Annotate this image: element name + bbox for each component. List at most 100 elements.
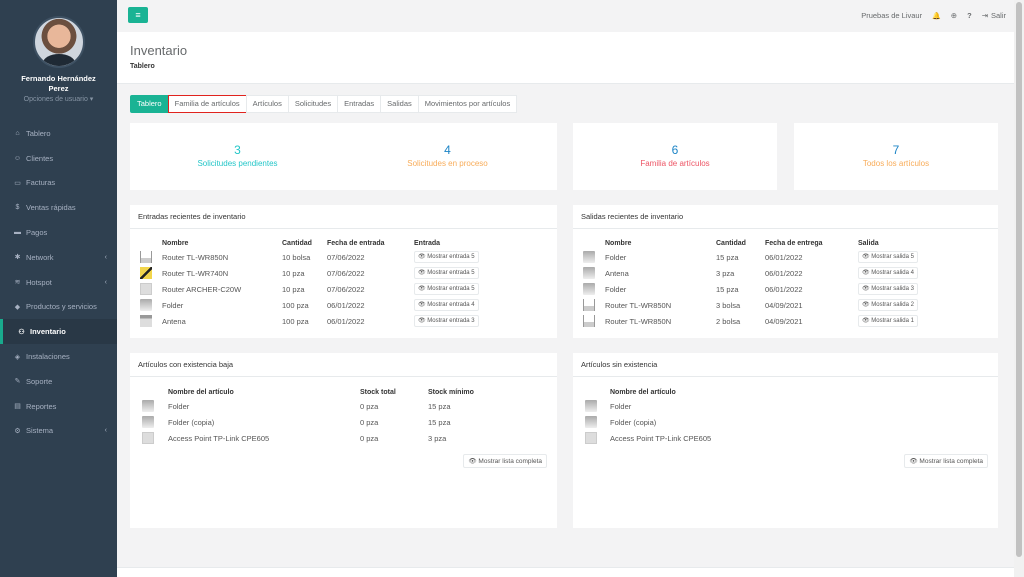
nav-icon: ▤ bbox=[14, 403, 21, 411]
recent-entries-panel: Entradas recientes de inventario Nombre … bbox=[130, 205, 557, 338]
sidebar-item-instalaciones[interactable]: ◈ Instalaciones bbox=[0, 344, 117, 369]
sidebar-item-soporte[interactable]: ✎ Soporte bbox=[0, 369, 117, 394]
show-detail-button[interactable]: 👁 Mostrar entrada 5 bbox=[414, 283, 479, 295]
chevron-left-icon: ‹ bbox=[104, 253, 107, 261]
settings-icon[interactable]: ⊕ bbox=[950, 11, 958, 20]
tab-art-culos[interactable]: Artículos bbox=[245, 95, 289, 113]
cell-min: 3 pza bbox=[428, 433, 447, 443]
show-detail-button[interactable]: 👁 Mostrar salida 3 bbox=[858, 283, 918, 295]
sidebar-item-network[interactable]: ✱ Network ‹ bbox=[0, 245, 117, 270]
show-detail-button[interactable]: 👁 Mostrar entrada 5 bbox=[414, 251, 479, 263]
sidebar-item-label: Instalaciones bbox=[26, 352, 70, 362]
stat-value: 4 bbox=[444, 143, 451, 157]
cell-qty: 100 pza bbox=[282, 300, 309, 310]
sidebar-item-pagos[interactable]: ▬ Pagos bbox=[0, 220, 117, 245]
stat-families[interactable]: 6 Familia de artículos bbox=[573, 143, 777, 168]
sidebar-item-clientes[interactable]: ☺ Clientes bbox=[0, 146, 117, 171]
tab-salidas[interactable]: Salidas bbox=[380, 95, 419, 113]
show-detail-button[interactable]: 👁 Mostrar entrada 3 bbox=[414, 315, 479, 327]
user-options-menu[interactable]: Opciones de usuario ▾ bbox=[23, 96, 94, 103]
show-detail-button[interactable]: 👁 Mostrar salida 4 bbox=[858, 267, 918, 279]
cell-qty: 2 bolsa bbox=[716, 316, 741, 326]
show-detail-button[interactable]: 👁 Mostrar salida 1 bbox=[858, 315, 918, 327]
nav-icon: ⚇ bbox=[18, 328, 25, 336]
sidebar-item-productos-y-servicios[interactable]: ◆ Productos y servicios bbox=[0, 295, 117, 320]
account-name[interactable]: Pruebas de Livaur bbox=[861, 11, 923, 20]
col-header: Nombre del artículo bbox=[168, 388, 234, 396]
stat-in-process[interactable]: 4 Solicitudes en proceso bbox=[400, 143, 495, 168]
sidebar-item-hotspot[interactable]: ≋ Hotspot ‹ bbox=[0, 270, 117, 295]
product-thumbnail bbox=[583, 315, 595, 327]
sidebar-item-label: Hotspot bbox=[26, 277, 52, 287]
tab-familia-de-art-culos[interactable]: Familia de artículos bbox=[167, 95, 247, 113]
stat-label: Solicitudes en proceso bbox=[407, 159, 488, 168]
table-row: Router TL-WR740N 10 pza 07/06/2022 👁 Mostra… bbox=[140, 265, 494, 281]
sidebar-item-tablero[interactable]: ⌂ Tablero bbox=[0, 121, 117, 146]
show-detail-button[interactable]: 👁 Mostrar salida 5 bbox=[858, 251, 918, 263]
sidebar-item-inventario[interactable]: ⚇ Inventario bbox=[0, 319, 117, 345]
show-detail-button[interactable]: 👁 Mostrar entrada 4 bbox=[414, 299, 479, 311]
help-icon[interactable]: ? bbox=[967, 11, 972, 20]
cell-min: 15 pza bbox=[428, 417, 451, 427]
stat-label: Familia de artículos bbox=[640, 159, 710, 168]
show-full-list-button[interactable]: 👁 Mostrar lista completa bbox=[463, 454, 547, 468]
col-header: Nombre del artículo bbox=[610, 388, 676, 396]
tab-bar: Tablero Familia de artículos Artículos Soli… bbox=[130, 95, 518, 113]
product-thumbnail bbox=[140, 267, 152, 279]
low-stock-table: Nombre del artículo Stock total Stock mí… bbox=[142, 386, 508, 446]
cell-qty: 3 bolsa bbox=[716, 300, 741, 310]
table-row: Folder (copia) 0 pza 15 pza bbox=[142, 414, 508, 430]
col-header: Fecha de entrega bbox=[765, 239, 823, 247]
nav-icon: ◈ bbox=[14, 353, 21, 361]
col-header: Nombre bbox=[162, 239, 189, 247]
cell-name: Antena bbox=[605, 268, 629, 278]
sidebar-item-reportes[interactable]: ▤ Reportes bbox=[0, 394, 117, 419]
sidebar-nav: ⌂ Tablero ☺ Clientes ▭ Facturas $ Ventas… bbox=[0, 121, 117, 443]
nav-icon: ✱ bbox=[14, 254, 21, 262]
tab-tablero[interactable]: Tablero bbox=[130, 95, 169, 113]
tab-movimientos-por-art-culos[interactable]: Movimientos por artículos bbox=[417, 95, 518, 113]
show-full-list-button[interactable]: 👁 Mostrar lista completa bbox=[904, 454, 988, 468]
cell-name: Router TL-WR850N bbox=[162, 252, 229, 262]
cell-qty: 3 pza bbox=[716, 268, 735, 278]
stat-pending[interactable]: 3 Solicitudes pendientes bbox=[190, 143, 285, 168]
product-thumbnail bbox=[140, 283, 152, 295]
stat-value: 7 bbox=[892, 143, 900, 157]
articles-stats-card: 7 Todos los artículos bbox=[794, 123, 998, 190]
logout-icon[interactable]: ⇥ bbox=[981, 11, 988, 20]
product-thumbnail bbox=[140, 315, 152, 327]
breadcrumb[interactable]: Tablero bbox=[130, 63, 155, 70]
recent-exits-panel: Salidas recientes de inventario Nombre C… bbox=[573, 205, 998, 338]
stat-label: Solicitudes pendientes bbox=[197, 159, 278, 168]
product-thumbnail bbox=[140, 299, 152, 311]
avatar[interactable] bbox=[32, 16, 85, 68]
tab-entradas[interactable]: Entradas bbox=[337, 95, 382, 113]
cell-name: Folder bbox=[605, 252, 627, 262]
cell-name: Folder bbox=[605, 284, 627, 294]
panel-title: Artículos sin existencia bbox=[573, 353, 998, 377]
table-row: Router TL-WR850N 2 bolsa 04/09/2021 👁 Mostr… bbox=[583, 313, 938, 329]
topbar: ≡ Pruebas de Livaur 🔔 ⊕ ? ⇥ Salir bbox=[117, 0, 1014, 32]
sidebar-item-facturas[interactable]: ▭ Facturas bbox=[0, 171, 117, 196]
product-thumbnail bbox=[583, 283, 595, 295]
scrollbar-thumb[interactable] bbox=[1016, 2, 1022, 557]
sidebar-item-sistema[interactable]: ⚙ Sistema ‹ bbox=[0, 419, 117, 444]
product-thumbnail bbox=[585, 416, 597, 428]
logout-link[interactable]: Salir bbox=[990, 11, 1006, 20]
tab-solicitudes[interactable]: Solicitudes bbox=[287, 95, 339, 113]
nav-icon: ▭ bbox=[14, 179, 21, 187]
menu-toggle-button[interactable]: ≡ bbox=[128, 7, 148, 23]
user-name[interactable]: Fernando Hernández Perez bbox=[21, 74, 96, 93]
sidebar-item-label: Tablero bbox=[26, 128, 51, 138]
bell-icon[interactable]: 🔔 bbox=[932, 12, 941, 20]
cell-date: 06/01/2022 bbox=[327, 316, 365, 326]
sidebar-item-ventas-r-pidas[interactable]: $ Ventas rápidas bbox=[0, 195, 117, 220]
stat-articles[interactable]: 7 Todos los artículos bbox=[794, 143, 998, 168]
show-detail-button[interactable]: 👁 Mostrar salida 2 bbox=[858, 299, 918, 311]
nav-icon: $ bbox=[15, 204, 20, 212]
col-header: Stock mínimo bbox=[428, 388, 474, 396]
sidebar-item-label: Reportes bbox=[26, 401, 57, 411]
stat-label: Todos los artículos bbox=[862, 159, 930, 168]
scrollbar[interactable] bbox=[1014, 0, 1024, 577]
show-detail-button[interactable]: 👁 Mostrar entrada 5 bbox=[414, 267, 479, 279]
